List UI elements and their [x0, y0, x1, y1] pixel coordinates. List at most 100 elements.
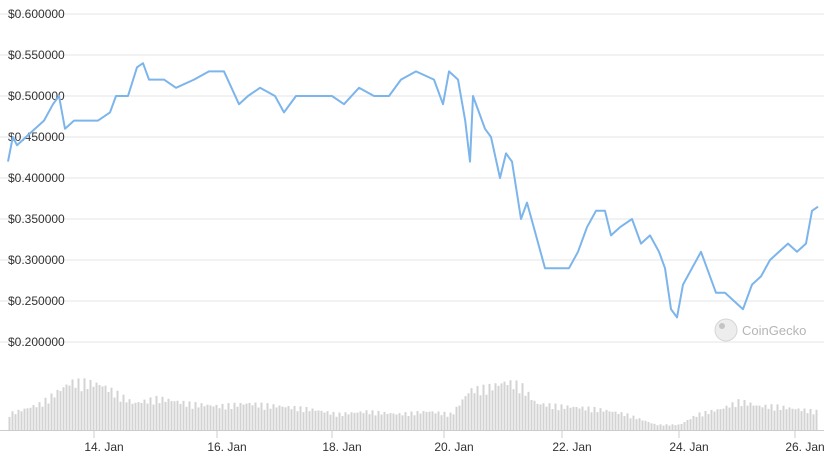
volume-bar: [731, 402, 734, 430]
volume-bar: [293, 405, 296, 430]
x-tick-label: 24. Jan: [669, 440, 708, 454]
volume-bar: [11, 411, 14, 430]
volume-bar: [95, 382, 98, 430]
volume-bar: [125, 402, 128, 430]
volume-bar: [272, 404, 275, 430]
volume-bar: [758, 405, 761, 430]
volume-bar: [317, 410, 320, 430]
volume-bar: [35, 407, 38, 430]
volume-bar: [707, 414, 710, 430]
volume-bar: [623, 416, 626, 430]
x-tick-label: 26. Jan: [785, 440, 824, 454]
volume-bar: [128, 399, 131, 430]
volume-bar: [107, 392, 110, 430]
volume-bar: [728, 407, 731, 430]
volume-bar: [551, 408, 554, 430]
volume-bar: [113, 397, 116, 430]
volume-bar: [137, 402, 140, 430]
volume-bar: [29, 407, 32, 430]
volume-bar: [119, 401, 122, 430]
volume-bar: [224, 409, 227, 430]
volume-bar: [647, 421, 650, 430]
volume-bar: [230, 408, 233, 430]
volume-bar: [362, 413, 365, 430]
volume-bar: [380, 414, 383, 430]
y-tick-label: $0.400000: [8, 171, 65, 185]
coingecko-logo-icon: [714, 318, 738, 342]
volume-bar: [194, 402, 197, 430]
volume-bar: [359, 411, 362, 430]
volume-bar: [500, 383, 503, 430]
volume-bar: [395, 414, 398, 430]
volume-bar: [44, 397, 47, 430]
volume-bar: [260, 402, 263, 430]
volume-bar: [752, 405, 755, 430]
volume-bar: [86, 389, 89, 430]
volume-bar: [506, 385, 509, 430]
volume-bar: [116, 390, 119, 430]
volume-bar: [779, 409, 782, 430]
volume-bar: [641, 420, 644, 430]
volume-bar: [185, 406, 188, 430]
volume-bar: [302, 412, 305, 430]
volume-bar: [494, 383, 497, 430]
volume-bar: [62, 387, 65, 430]
y-tick-label: $0.600000: [8, 7, 65, 21]
volume-bar: [20, 411, 23, 430]
volume-bar: [167, 398, 170, 430]
volume-bar: [131, 403, 134, 430]
volume-bar: [686, 420, 689, 430]
volume-bar: [314, 410, 317, 430]
volume-bar: [326, 411, 329, 430]
volume-bar: [98, 385, 101, 430]
y-tick-label: $0.200000: [8, 335, 65, 349]
volume-bar: [215, 404, 218, 430]
volume-bar: [179, 403, 182, 430]
volume-bar: [284, 407, 287, 430]
volume-bar: [143, 399, 146, 430]
volume-bar: [350, 412, 353, 430]
volume-bar: [311, 408, 314, 430]
y-tick-label: $0.350000: [8, 212, 65, 226]
volume-bar: [788, 407, 791, 430]
volume-bar: [149, 397, 152, 430]
volume-bar: [251, 405, 254, 430]
volume-bar: [599, 408, 602, 430]
volume-bar: [632, 415, 635, 430]
volume-bar: [749, 402, 752, 430]
volume-bar: [164, 401, 167, 430]
volume-bar: [365, 410, 368, 430]
volume-bar: [737, 399, 740, 430]
volume-bar: [428, 411, 431, 430]
volume-bar: [578, 408, 581, 430]
volume-bar: [773, 410, 776, 430]
volume-bar: [92, 386, 95, 430]
volume-bar: [320, 410, 323, 430]
volume-bar: [662, 425, 665, 430]
volume-bar: [53, 397, 56, 430]
volume-bar: [701, 416, 704, 430]
volume-bar: [527, 391, 530, 430]
volume-bar: [806, 413, 809, 430]
volume-bar: [650, 423, 653, 430]
volume-bar: [497, 385, 500, 430]
volume-bar: [266, 403, 269, 430]
volume-bar: [245, 403, 248, 430]
volume-bar: [467, 393, 470, 430]
volume-bar: [23, 408, 26, 430]
volume-bar: [41, 406, 44, 430]
volume-bar: [539, 404, 542, 430]
volume-bar: [329, 414, 332, 430]
volume-bar: [563, 408, 566, 430]
volume-bar: [287, 406, 290, 430]
volume-bar: [209, 405, 212, 430]
volume-bar: [743, 400, 746, 430]
volume-bar: [617, 413, 620, 430]
volume-bar: [722, 408, 725, 430]
volume-bar: [221, 403, 224, 430]
volume-bar: [587, 406, 590, 430]
x-tick-label: 20. Jan: [434, 440, 473, 454]
volume-bar: [353, 412, 356, 430]
volume-bar: [248, 402, 251, 430]
volume-bar: [80, 391, 83, 430]
